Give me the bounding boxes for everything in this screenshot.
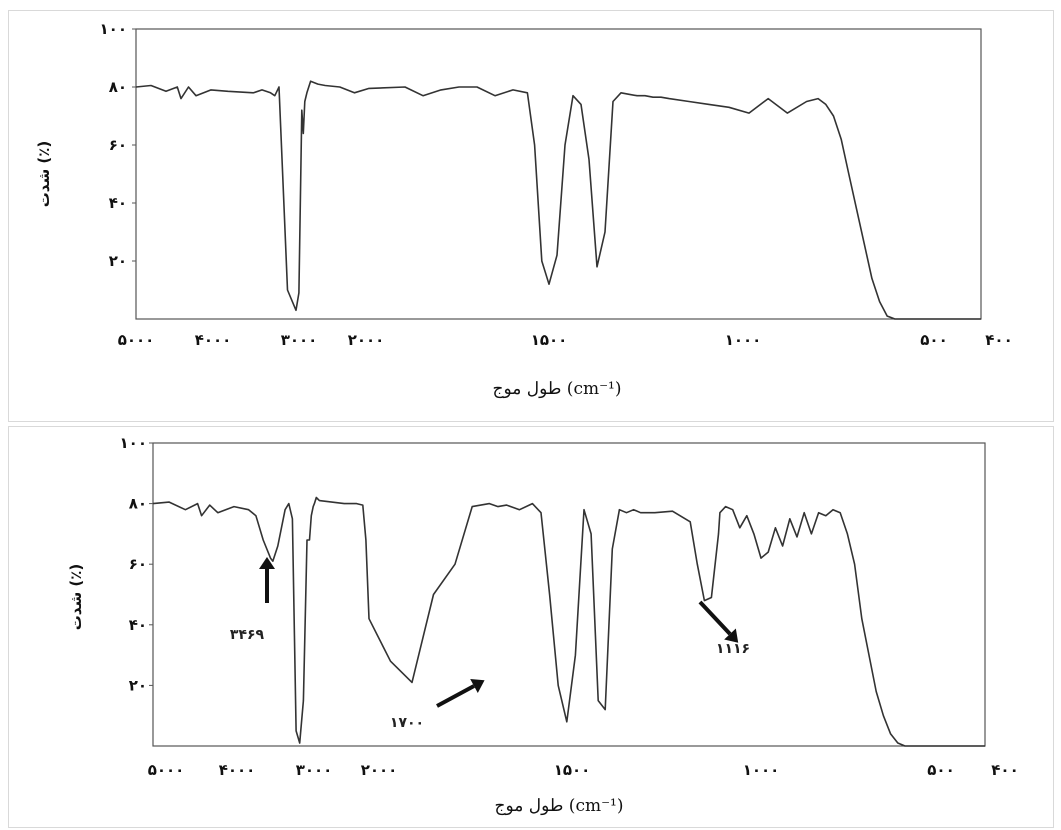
annotation-label: ۱۱۱۶ [716, 641, 750, 657]
y-tick-label: ۸۰ [109, 78, 127, 96]
x-tick-label: ۱۰۰۰ [743, 761, 780, 779]
x-axis-label: طول موج (cm⁻¹) [494, 796, 623, 816]
x-tick-label: ۴۰۰ [985, 331, 1012, 349]
spectrum-panel-top: ۱۰۰ ۸۰ ۶۰ ۴۰ ۲۰ ۵۰۰۰ ۴۰۰۰ ۳۰۰۰ ۲۰۰۰ ۱۵۰۰ ۱۰۰۰ ۵۰۰ ۴۰… [8, 10, 1054, 422]
y-tick-label: ۲۰ [109, 252, 127, 270]
x-tick-label: ۳۰۰۰ [296, 761, 333, 779]
annotation-arrowhead [470, 678, 485, 694]
x-tick-label: ۱۰۰۰ [725, 331, 762, 349]
y-axis-label: شدت (٪) [67, 564, 85, 631]
chart-marks: ۱۰۰ ۸۰ ۶۰ ۴۰ ۲۰ ۵۰۰۰ ۴۰۰۰ ۳۰۰۰ ۲۰۰۰ ۱۵۰۰ ۱۰۰۰ ۵۰۰ ۴۰… [120, 434, 1019, 779]
annotation-arrow [436, 684, 475, 708]
spectrum-panel-bottom: ۱۰۰ ۸۰ ۶۰ ۴۰ ۲۰ ۵۰۰۰ ۴۰۰۰ ۳۰۰۰ ۲۰۰۰ ۱۵۰۰ ۱۰۰۰ ۵۰۰ ۴۰… [8, 426, 1054, 828]
x-tick-label: ۵۰۰ [927, 761, 954, 779]
x-tick-label: ۳۰۰۰ [281, 331, 318, 349]
annotation-label: ۱۷۰۰ [390, 715, 424, 731]
x-tick-label: ۱۵۰۰ [531, 331, 568, 349]
x-axis-label: طول موج (cm⁻¹) [492, 379, 621, 399]
y-tick-label: ۸۰ [129, 495, 147, 513]
spectrum-trace [152, 496, 985, 747]
x-tick-label: ۵۰۰۰ [148, 761, 185, 779]
y-tick-label: ۱۰۰ [120, 434, 147, 452]
plot-frame [135, 28, 982, 320]
x-tick-label: ۵۰۰۰ [118, 331, 155, 349]
y-tick-label: ۶۰ [129, 555, 147, 573]
y-tick-label: ۲۰ [129, 676, 147, 694]
y-axis-label: شدت (٪) [35, 141, 53, 208]
annotation-arrowhead [259, 557, 275, 569]
y-tick-label: ۶۰ [109, 136, 127, 154]
x-tick-label: ۴۰۰۰ [219, 761, 256, 779]
x-tick-label: ۴۰۰۰ [195, 331, 232, 349]
y-tick-label: ۴۰ [129, 616, 147, 634]
ir-spectrum-chart-bottom: ۱۰۰ ۸۰ ۶۰ ۴۰ ۲۰ ۵۰۰۰ ۴۰۰۰ ۳۰۰۰ ۲۰۰۰ ۱۵۰۰ ۱۰۰۰ ۵۰۰ ۴۰… [67, 434, 1019, 816]
y-tick-label: ۴۰ [109, 194, 127, 212]
x-tick-label: ۴۰۰ [991, 761, 1018, 779]
x-tick-label: ۵۰۰ [920, 331, 947, 349]
x-tick-label: ۲۰۰۰ [348, 331, 385, 349]
annotation-arrow [698, 600, 732, 636]
annotation-label: ۳۴۶۹ [230, 627, 265, 643]
annotation-arrowhead [724, 628, 739, 643]
x-tick-label: ۱۵۰۰ [554, 761, 591, 779]
x-tick-label: ۲۰۰۰ [361, 761, 398, 779]
y-tick-label: ۱۰۰ [100, 20, 127, 38]
ir-spectrum-chart-top: ۱۰۰ ۸۰ ۶۰ ۴۰ ۲۰ ۵۰۰۰ ۴۰۰۰ ۳۰۰۰ ۲۰۰۰ ۱۵۰۰ ۱۰۰۰ ۵۰۰ ۴۰… [35, 20, 1013, 399]
spectrum-trace [135, 80, 981, 320]
plot-frame [152, 442, 986, 747]
chart-marks: ۱۰۰ ۸۰ ۶۰ ۴۰ ۲۰ ۵۰۰۰ ۴۰۰۰ ۳۰۰۰ ۲۰۰۰ ۱۵۰۰ ۱۰۰۰ ۵۰۰ ۴۰… [100, 20, 1013, 349]
